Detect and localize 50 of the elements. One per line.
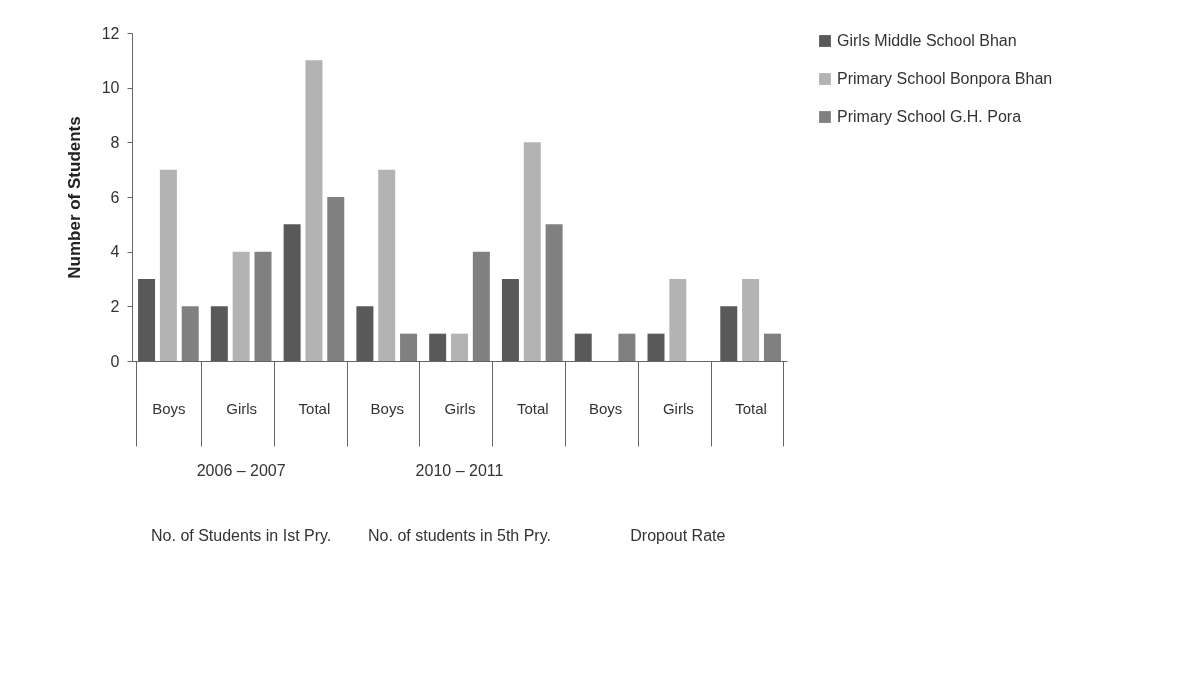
x-tick-label: Girls <box>444 399 476 417</box>
y-tick-label: 8 <box>110 133 120 151</box>
bar <box>159 169 177 361</box>
bar <box>647 333 665 361</box>
bar <box>545 224 563 361</box>
bar <box>523 142 541 361</box>
bar <box>451 333 468 361</box>
y-axis-title: Number of Students <box>64 116 84 279</box>
bar <box>501 279 519 361</box>
y-tick-label: 6 <box>110 188 120 206</box>
bar <box>472 251 490 361</box>
x-tick-label: Boys <box>152 399 186 417</box>
bar <box>283 224 301 361</box>
bar <box>356 306 374 361</box>
bar <box>763 333 781 361</box>
text: Dropout Rate <box>630 527 726 544</box>
bar <box>138 279 156 361</box>
bar <box>742 279 760 361</box>
text: 2010 – 2011 <box>415 462 504 479</box>
bar <box>720 306 738 361</box>
x-tick-label: Total <box>516 399 549 417</box>
text: No. of Students in Ist Pry. <box>151 527 332 544</box>
text: 2006 – 2007 <box>196 462 286 479</box>
x-tick-label: Girls <box>662 399 694 417</box>
bar <box>181 306 199 361</box>
x-tick-label: Boys <box>370 399 404 417</box>
x-tick-label: Boys <box>588 399 623 417</box>
bar <box>254 251 272 361</box>
legend-label: Primary School G.H. Pora <box>837 108 1022 125</box>
bar <box>327 197 345 361</box>
bar <box>305 60 323 361</box>
text: No. of students in 5th Pry. <box>368 527 551 544</box>
bar <box>669 279 687 361</box>
x-tick-label: Total <box>735 399 767 417</box>
y-tick-label: 12 <box>101 24 120 42</box>
bar <box>429 333 447 361</box>
y-tick-label: 4 <box>110 243 120 261</box>
bar <box>210 306 228 361</box>
y-tick-label: 10 <box>101 79 120 97</box>
bar <box>574 333 592 361</box>
legend-label: Primary School Bonpora Bhan <box>837 70 1053 87</box>
bar <box>618 333 636 361</box>
y-tick-label: 2 <box>110 297 120 315</box>
x-tick-label: Girls <box>226 399 258 417</box>
bar <box>378 169 396 361</box>
legend-label: Girls Middle School Bhan <box>837 32 1017 49</box>
bar <box>232 251 250 361</box>
bar <box>400 333 418 361</box>
y-tick-label: 0 <box>110 352 120 370</box>
x-tick-label: Total <box>298 399 331 417</box>
